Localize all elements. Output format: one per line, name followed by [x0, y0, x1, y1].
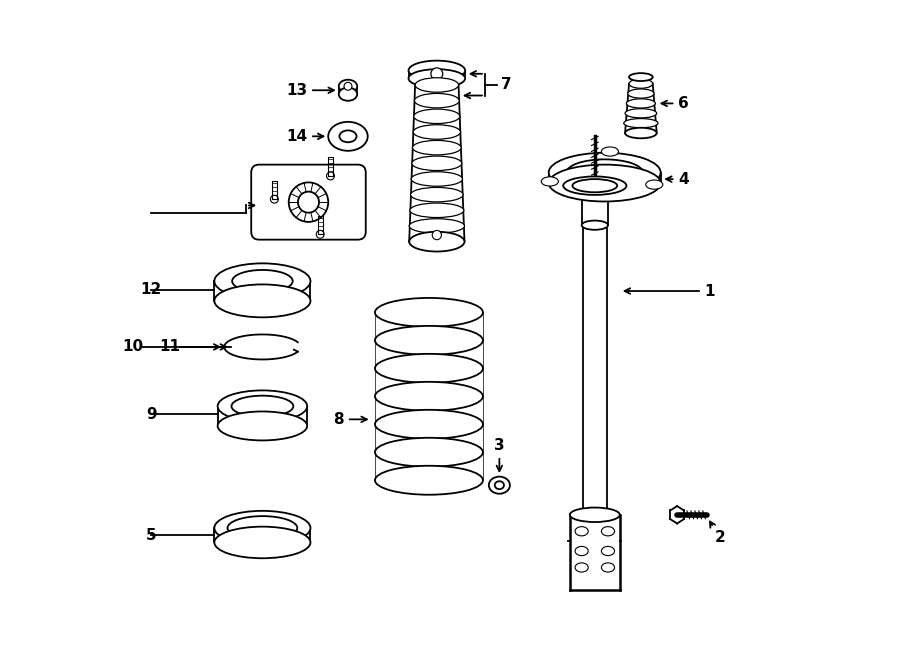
Ellipse shape	[541, 177, 558, 186]
Ellipse shape	[413, 125, 461, 139]
Ellipse shape	[410, 203, 464, 217]
Ellipse shape	[624, 118, 658, 128]
Ellipse shape	[410, 219, 464, 233]
Ellipse shape	[626, 98, 655, 108]
Ellipse shape	[338, 80, 357, 93]
Ellipse shape	[228, 516, 297, 540]
Text: 6: 6	[662, 96, 689, 111]
Text: 13: 13	[286, 83, 334, 98]
Ellipse shape	[338, 88, 357, 100]
Text: 8: 8	[333, 412, 367, 427]
Text: 9: 9	[146, 407, 157, 422]
Ellipse shape	[375, 298, 483, 327]
Ellipse shape	[588, 167, 622, 178]
Ellipse shape	[626, 108, 657, 118]
Ellipse shape	[414, 109, 460, 124]
Ellipse shape	[214, 511, 310, 545]
Ellipse shape	[218, 411, 307, 440]
Text: 14: 14	[286, 129, 323, 144]
Text: 5: 5	[146, 527, 157, 543]
Ellipse shape	[218, 391, 307, 422]
Ellipse shape	[495, 481, 504, 489]
Ellipse shape	[214, 263, 310, 299]
Ellipse shape	[410, 188, 464, 202]
Circle shape	[431, 68, 443, 80]
Ellipse shape	[375, 326, 483, 355]
Ellipse shape	[575, 547, 589, 556]
Ellipse shape	[412, 156, 462, 171]
Ellipse shape	[375, 438, 483, 467]
Circle shape	[344, 83, 352, 91]
Ellipse shape	[626, 128, 657, 138]
Ellipse shape	[489, 477, 510, 494]
Ellipse shape	[581, 221, 608, 230]
Ellipse shape	[415, 78, 459, 93]
Ellipse shape	[575, 563, 589, 572]
Ellipse shape	[549, 165, 661, 202]
Ellipse shape	[601, 527, 615, 536]
Ellipse shape	[231, 396, 293, 416]
Ellipse shape	[629, 79, 652, 89]
Circle shape	[270, 195, 278, 203]
Ellipse shape	[572, 179, 617, 192]
Ellipse shape	[339, 130, 356, 142]
Ellipse shape	[375, 410, 483, 439]
Ellipse shape	[601, 147, 618, 156]
Ellipse shape	[601, 547, 615, 556]
Ellipse shape	[627, 89, 654, 98]
Ellipse shape	[328, 122, 368, 151]
Text: 4: 4	[666, 172, 689, 186]
Circle shape	[298, 192, 319, 213]
Text: 2: 2	[710, 522, 725, 545]
Ellipse shape	[409, 69, 465, 88]
Ellipse shape	[601, 563, 615, 572]
Ellipse shape	[410, 232, 464, 252]
Ellipse shape	[645, 180, 662, 189]
Text: 10: 10	[122, 340, 143, 354]
Text: 7: 7	[500, 77, 511, 92]
Ellipse shape	[415, 93, 459, 108]
Ellipse shape	[575, 527, 589, 536]
Ellipse shape	[375, 466, 483, 494]
Ellipse shape	[411, 172, 463, 186]
Ellipse shape	[412, 140, 461, 155]
Ellipse shape	[232, 270, 292, 292]
Text: 3: 3	[494, 438, 505, 471]
Ellipse shape	[375, 382, 483, 410]
Circle shape	[316, 231, 324, 238]
Ellipse shape	[214, 284, 310, 317]
Ellipse shape	[566, 159, 643, 186]
FancyBboxPatch shape	[251, 165, 365, 240]
Circle shape	[327, 172, 335, 180]
Ellipse shape	[629, 73, 652, 81]
Text: 11: 11	[160, 340, 181, 354]
Ellipse shape	[563, 176, 626, 195]
Ellipse shape	[375, 354, 483, 383]
Ellipse shape	[549, 153, 661, 192]
Text: 1: 1	[625, 284, 716, 299]
Text: 12: 12	[140, 282, 162, 297]
Circle shape	[432, 231, 441, 240]
Ellipse shape	[214, 527, 310, 559]
Ellipse shape	[583, 511, 607, 519]
Ellipse shape	[409, 61, 465, 81]
Circle shape	[289, 182, 328, 222]
Ellipse shape	[570, 508, 620, 522]
